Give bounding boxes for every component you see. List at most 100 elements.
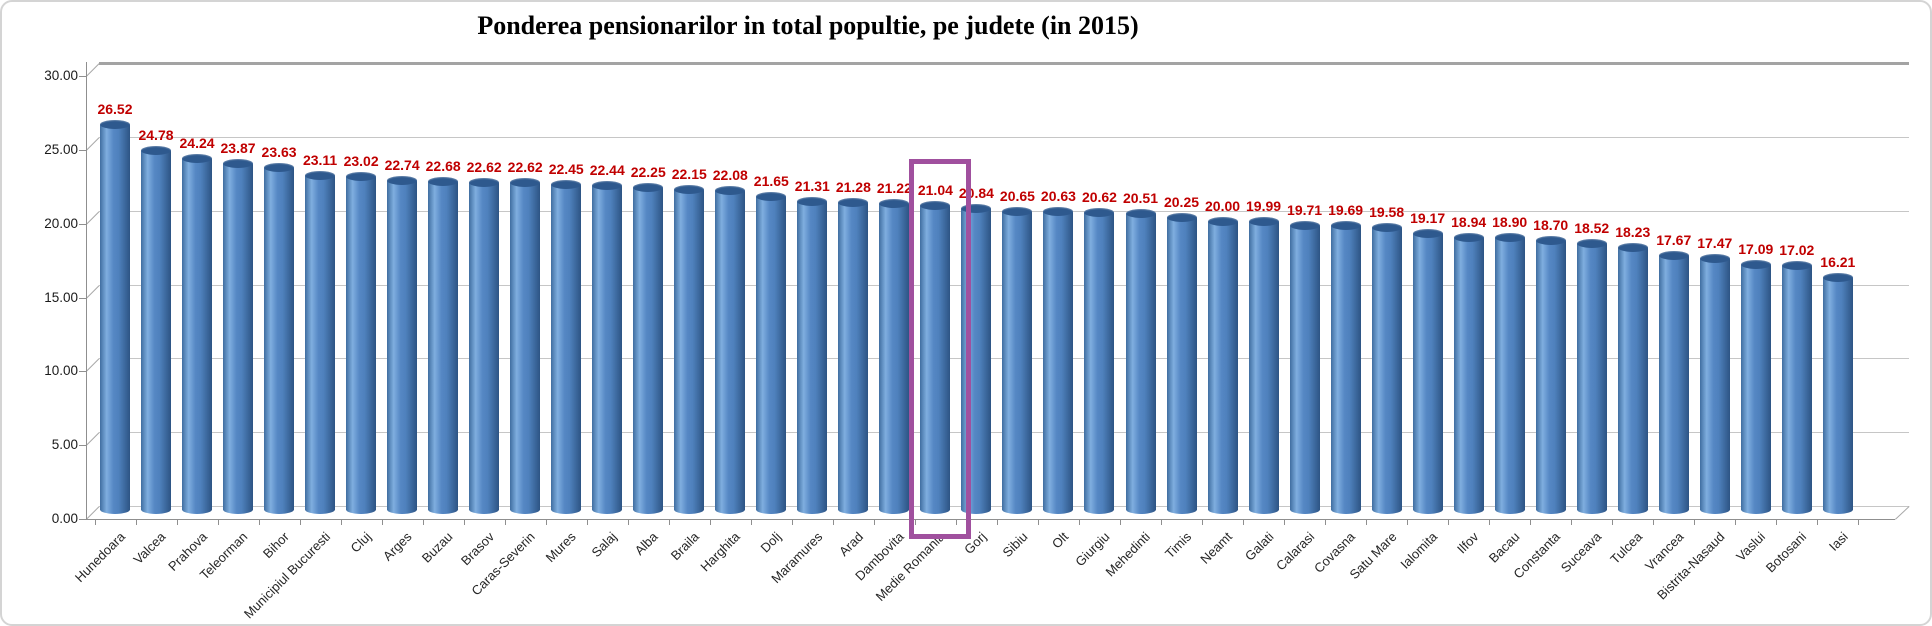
bar-top-ellipse [592,180,623,190]
y-axis-tick-label: 20.00 [44,215,78,231]
bar-bottom-ellipse [1658,504,1689,514]
bar [1248,216,1279,514]
x-axis-tick [135,519,137,525]
bar-value-label: 22.68 [425,157,461,174]
bar-bottom-ellipse [592,504,623,514]
bar [1289,221,1320,514]
bar-value-label: 22.62 [507,158,543,175]
bar-value-label: 23.02 [343,152,379,169]
bar-value-label: 19.99 [1246,197,1282,214]
bar-body [715,189,746,510]
axis-perspective-connector [86,358,100,373]
bar-value-label: 24.78 [138,126,174,143]
bar-body [1453,236,1484,510]
x-axis-tick [1735,519,1737,525]
bar-top-ellipse [510,177,541,187]
bar-value-label: 21.31 [794,178,830,195]
bar-top-ellipse [920,201,951,211]
x-axis-category-label: Giurgiu [1071,529,1113,570]
bar-value-label: 19.58 [1369,204,1405,221]
y-axis-tick-label: 5.00 [51,437,78,453]
bar-top-ellipse [1412,229,1443,239]
x-axis-tick [299,519,301,525]
bar-top-ellipse [961,204,992,214]
axis-perspective-connector [86,136,100,151]
bar-bottom-ellipse [510,504,541,514]
bar [879,198,910,514]
x-axis-tick [422,519,424,525]
bar-top-ellipse [1453,232,1484,242]
bar [346,171,377,514]
bar-bottom-ellipse [100,504,130,514]
x-axis-tick [996,519,998,525]
bar [1207,216,1238,514]
x-axis-tick [750,519,752,525]
x-axis-tick [1284,519,1286,525]
bar-bottom-ellipse [1166,504,1197,514]
x-axis-tick [94,519,96,525]
y-axis-tick-label: 0.00 [51,511,78,526]
x-axis-category-label: Braila [667,529,702,564]
bar-bottom-ellipse [346,504,377,514]
bar [592,180,623,514]
y-axis-tick [79,371,86,373]
x-axis-category-label: Ilfov [1453,529,1482,557]
bar-bottom-ellipse [387,504,418,514]
x-axis-line [86,519,1895,520]
bar-value-label: 16.21 [1820,254,1856,271]
bar-top-ellipse [100,119,130,129]
bar-bottom-ellipse [1576,504,1607,514]
bar-body [1658,255,1689,510]
bar-top-ellipse [1002,207,1033,217]
bar-body [633,187,664,510]
bar-value-label: 20.65 [999,188,1035,205]
bar-value-label: 20.62 [1081,188,1117,205]
bar [1658,251,1689,514]
bar [1494,233,1525,514]
bar [1822,273,1853,514]
bar-top-ellipse [346,171,377,181]
bar-bottom-ellipse [264,504,295,514]
x-axis-tick [1571,519,1573,525]
x-axis-category-label: Brasov [457,529,497,569]
bar [551,180,582,514]
bar [469,177,500,514]
axis-perspective-connector [86,432,100,446]
bar-bottom-ellipse [1412,504,1443,514]
bar-value-label: 21.28 [835,178,871,195]
y-axis-tick-label: 10.00 [44,363,78,379]
bar-bottom-ellipse [1248,504,1279,514]
x-axis-tick [381,519,383,525]
bar-bottom-ellipse [305,504,336,514]
gridline [99,137,1909,138]
bar-value-label: 22.15 [671,165,707,182]
bar [1125,209,1156,514]
bar [141,145,172,514]
x-axis-tick [914,519,916,525]
x-axis-tick [1078,519,1080,525]
bar-top-ellipse [1658,251,1689,261]
bar-body [1535,240,1566,510]
bar-body [223,163,254,510]
bar [838,197,869,514]
x-axis-tick [1817,519,1819,525]
y-axis-tick [79,519,86,520]
bar [223,159,254,514]
bar-bottom-ellipse [838,504,869,514]
y-axis-tick [79,223,86,225]
x-axis-category-label: Bihor [259,529,292,562]
bar [797,197,828,514]
bar-bottom-ellipse [797,504,828,514]
bar-value-label: 21.65 [753,173,789,190]
x-axis-category-label: Arad [835,529,866,560]
bar [1330,221,1361,514]
bar [756,192,787,514]
x-axis-category-label: Bacau [1485,529,1523,566]
bar-body [1494,237,1525,510]
bar [1617,243,1648,514]
x-axis-tick [463,519,465,525]
x-axis-tick [627,519,629,525]
bar-top-ellipse [756,192,787,202]
bar [1412,229,1443,514]
